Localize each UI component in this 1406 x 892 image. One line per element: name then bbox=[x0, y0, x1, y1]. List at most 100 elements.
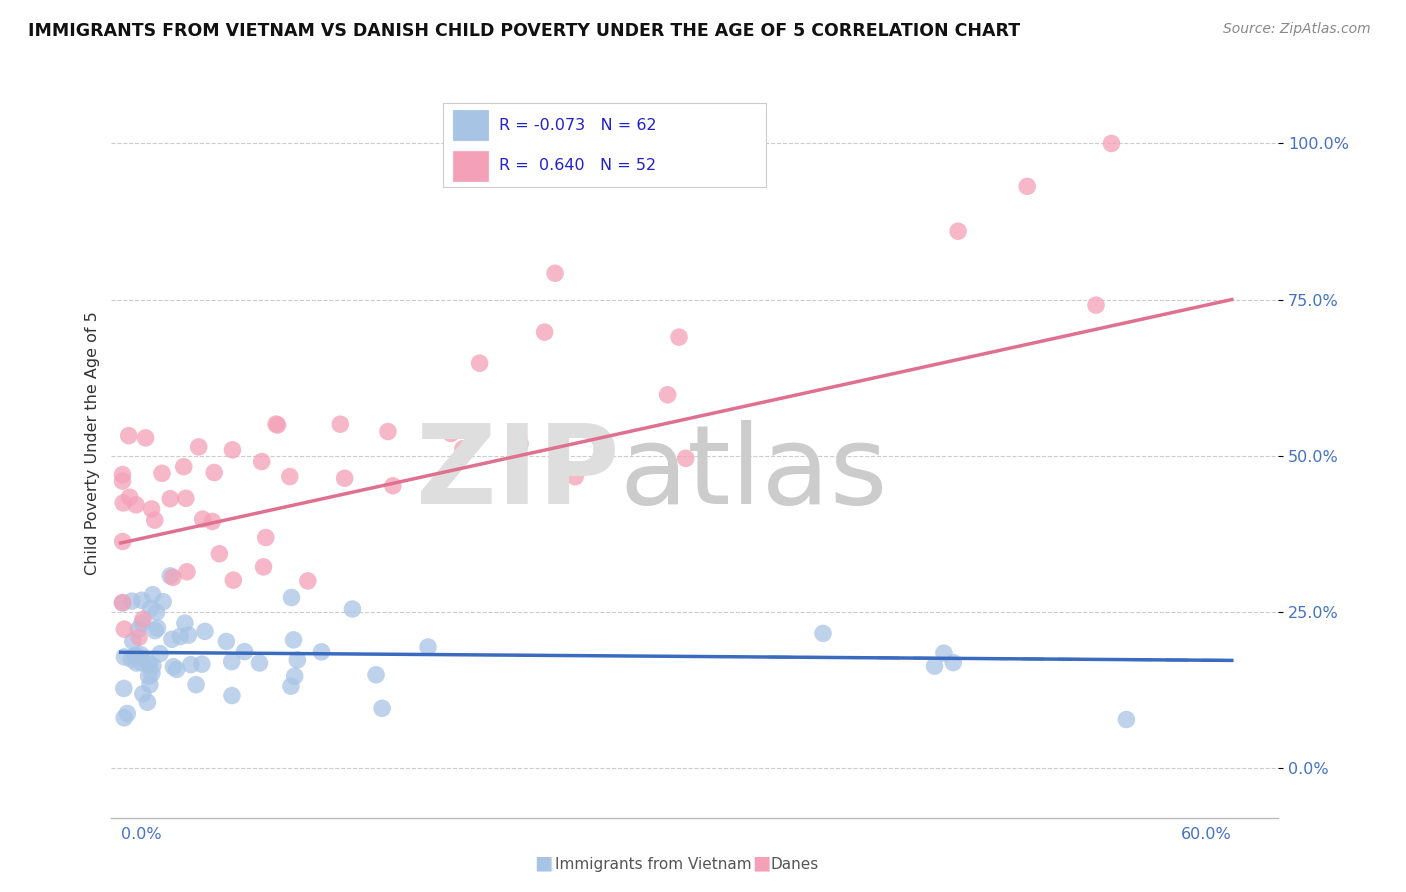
Text: 60.0%: 60.0% bbox=[1181, 827, 1232, 842]
Point bbox=[1099, 136, 1122, 151]
Point bbox=[233, 645, 256, 659]
Point bbox=[139, 601, 162, 615]
Point bbox=[136, 695, 159, 709]
Point bbox=[285, 653, 308, 667]
Point bbox=[120, 652, 142, 666]
Point bbox=[1017, 179, 1039, 194]
Point bbox=[143, 513, 166, 527]
Point bbox=[173, 459, 195, 474]
FancyBboxPatch shape bbox=[453, 111, 488, 140]
Point bbox=[112, 622, 135, 636]
Text: Source: ZipAtlas.com: Source: ZipAtlas.com bbox=[1223, 22, 1371, 37]
FancyBboxPatch shape bbox=[453, 151, 488, 180]
Point bbox=[174, 491, 197, 506]
Point bbox=[254, 531, 277, 545]
Point bbox=[176, 565, 198, 579]
Point bbox=[381, 479, 404, 493]
Point bbox=[371, 701, 394, 715]
Point bbox=[121, 634, 143, 648]
Point bbox=[132, 612, 155, 626]
Point bbox=[329, 417, 352, 432]
Point bbox=[111, 596, 134, 610]
Point bbox=[131, 656, 153, 670]
Point bbox=[127, 623, 149, 637]
Point bbox=[221, 689, 243, 703]
Point bbox=[194, 624, 217, 639]
Point bbox=[117, 706, 139, 721]
Point bbox=[129, 648, 152, 662]
Point bbox=[160, 632, 183, 647]
Point bbox=[143, 624, 166, 638]
Point bbox=[111, 467, 134, 482]
Point bbox=[149, 647, 172, 661]
Point bbox=[112, 649, 135, 664]
Point bbox=[174, 616, 197, 631]
Point bbox=[150, 467, 173, 481]
Point bbox=[377, 425, 399, 439]
Point bbox=[311, 645, 333, 659]
Point bbox=[111, 474, 134, 488]
Text: IMMIGRANTS FROM VIETNAM VS DANISH CHILD POVERTY UNDER THE AGE OF 5 CORRELATION C: IMMIGRANTS FROM VIETNAM VS DANISH CHILD … bbox=[28, 22, 1021, 40]
Point bbox=[131, 593, 153, 607]
Point bbox=[118, 490, 141, 504]
Point bbox=[135, 431, 157, 445]
Point bbox=[333, 471, 356, 485]
Text: atlas: atlas bbox=[619, 419, 887, 526]
Point bbox=[364, 668, 387, 682]
Point bbox=[125, 498, 148, 512]
Point bbox=[249, 656, 271, 670]
Point bbox=[141, 502, 163, 516]
Point bbox=[177, 628, 200, 642]
Point bbox=[215, 634, 238, 648]
Point bbox=[811, 626, 834, 640]
Point bbox=[440, 426, 463, 441]
Point bbox=[162, 659, 184, 673]
Point bbox=[1085, 298, 1108, 312]
Point bbox=[932, 646, 955, 660]
Point bbox=[283, 632, 305, 647]
Text: ■: ■ bbox=[752, 854, 770, 872]
Point bbox=[201, 515, 224, 529]
Point bbox=[166, 662, 188, 676]
Point bbox=[125, 656, 148, 670]
Point bbox=[297, 574, 319, 588]
Point bbox=[266, 417, 288, 432]
Point bbox=[118, 428, 141, 442]
Point bbox=[132, 687, 155, 701]
Point bbox=[124, 648, 146, 663]
Point bbox=[250, 454, 273, 468]
Point bbox=[112, 681, 135, 696]
Point bbox=[159, 569, 181, 583]
Point bbox=[451, 442, 474, 456]
Point bbox=[145, 605, 167, 619]
Point bbox=[533, 325, 555, 339]
Point bbox=[111, 595, 134, 609]
Point bbox=[124, 648, 146, 663]
Point bbox=[146, 621, 169, 635]
Point bbox=[112, 496, 135, 510]
Point bbox=[138, 657, 160, 672]
Point bbox=[138, 669, 160, 683]
Point bbox=[668, 330, 690, 344]
Point bbox=[924, 659, 946, 673]
Point bbox=[142, 588, 165, 602]
Text: R = -0.073   N = 62: R = -0.073 N = 62 bbox=[499, 118, 657, 133]
Text: 0.0%: 0.0% bbox=[121, 827, 162, 842]
Point bbox=[184, 678, 207, 692]
Point bbox=[142, 658, 165, 673]
Text: ■: ■ bbox=[534, 854, 553, 872]
Point bbox=[191, 512, 214, 526]
Point bbox=[191, 657, 214, 672]
Point bbox=[202, 466, 225, 480]
Point bbox=[342, 602, 364, 616]
Point bbox=[128, 630, 150, 644]
Text: Danes: Danes bbox=[770, 857, 818, 872]
Point bbox=[112, 711, 135, 725]
Point bbox=[278, 469, 301, 483]
Point bbox=[187, 440, 209, 454]
Text: ZIP: ZIP bbox=[416, 419, 619, 526]
Point bbox=[564, 469, 586, 483]
Point bbox=[131, 615, 153, 630]
Point bbox=[180, 657, 202, 672]
Point bbox=[416, 640, 439, 654]
